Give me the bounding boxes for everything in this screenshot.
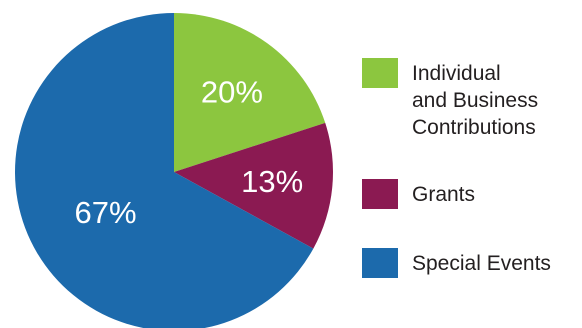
legend: Individual and Business Contributions Grant… [362,58,551,278]
legend-swatch [362,58,398,88]
legend-label-line: Contributions [412,116,536,139]
pie-slice [174,122,333,249]
legend-label: Special Events [412,252,551,275]
legend-swatch [362,248,398,278]
slice-value-label: 13% [241,164,303,199]
legend-label-line: Individual [412,62,501,85]
pie-slice [174,13,326,172]
legend-label-line: and Business [412,89,538,112]
legend-label: Individual and Business Contributions [412,62,538,139]
legend-label-line: Grants [412,183,475,206]
pie-slices [15,13,333,328]
legend-label: Grants [412,183,475,206]
slice-value-label: 20% [201,75,263,110]
slice-value-label: 67% [75,195,137,230]
pie-slice [15,13,314,328]
legend-label-line: Special Events [412,252,551,275]
legend-swatch [362,179,398,209]
slice-labels: 20% 13% 67% [75,75,304,230]
